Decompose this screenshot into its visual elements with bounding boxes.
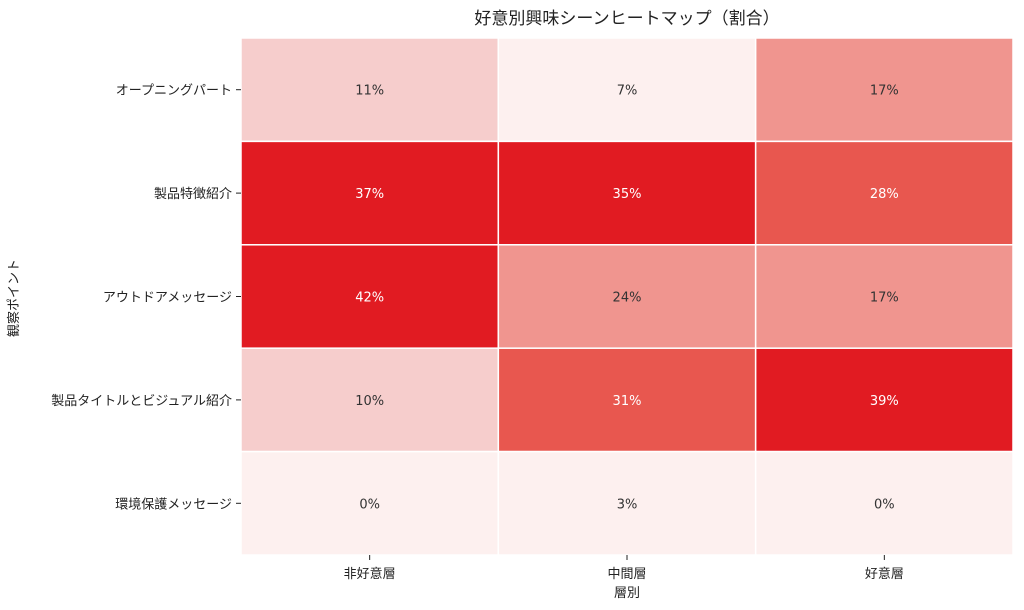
cell-value-label: 31% <box>613 394 642 409</box>
x-axis-label: 層別 <box>614 586 640 601</box>
x-tick-label: 非好意層 <box>344 566 396 582</box>
y-tick-label: アウトドアメッセージ <box>103 291 232 306</box>
y-tick-label: 製品特徴紹介 <box>154 187 232 202</box>
heatmap-cell-r4-c1 <box>497 450 757 556</box>
heatmap-cell-r0-c1 <box>497 37 757 143</box>
cell-value-label: 0% <box>874 497 895 512</box>
cell-value-label: 11% <box>355 84 384 99</box>
x-tick-label: 好意層 <box>865 566 904 582</box>
heatmap-cell-r1-c0 <box>240 140 500 246</box>
heatmap-cell-r3-c0 <box>240 347 500 453</box>
heatmap-cell-r1-c2 <box>754 140 1014 246</box>
cell-value-label: 39% <box>870 394 899 409</box>
heatmap-cell-r2-c1 <box>497 244 757 349</box>
x-tick-label: 中間層 <box>607 567 646 582</box>
y-axis-ticks: オープニングパート製品特徴紹介アウトドアメッセージ製品タイトルとビジュアル紹介環… <box>51 84 241 512</box>
cell-value-label: 35% <box>613 187 642 202</box>
heatmap-cell-r4-c0 <box>240 450 500 556</box>
y-tick-label: 環境保護メッセージ <box>115 496 232 512</box>
cell-value-label: 0% <box>359 497 380 512</box>
y-tick-label: オープニングパート <box>116 84 232 99</box>
heatmap-cells: 11% 7% 17% 37% 35% 28% 42% 24% 17% 10% 31% 39% 0% 3% 0… <box>240 37 1014 556</box>
heatmap-cell-r0-c0 <box>240 37 500 143</box>
cell-value-label: 28% <box>870 187 899 202</box>
y-tick-label: 製品タイトルとビジュアル紹介 <box>51 394 232 409</box>
cell-value-label: 42% <box>355 291 384 306</box>
y-axis-label: 観察ポイント <box>7 259 22 337</box>
cell-value-label: 17% <box>870 84 899 99</box>
x-axis-ticks: 非好意層 中間層 好意層 <box>344 555 904 582</box>
cell-value-label: 17% <box>870 291 899 306</box>
chart-title: 好意別興味シーンヒートマップ（割合） <box>474 9 779 29</box>
heatmap-cell-r1-c1 <box>497 140 757 246</box>
cell-value-label: 7% <box>617 84 638 99</box>
cell-value-label: 24% <box>613 291 642 306</box>
heatmap-cell-r3-c2 <box>754 347 1014 453</box>
heatmap-cell-r4-c2 <box>754 450 1014 556</box>
heatmap-cell-r0-c2 <box>754 37 1014 143</box>
cell-value-label: 3% <box>617 497 638 512</box>
cell-value-label: 10% <box>355 394 384 409</box>
cell-value-label: 37% <box>355 187 384 202</box>
